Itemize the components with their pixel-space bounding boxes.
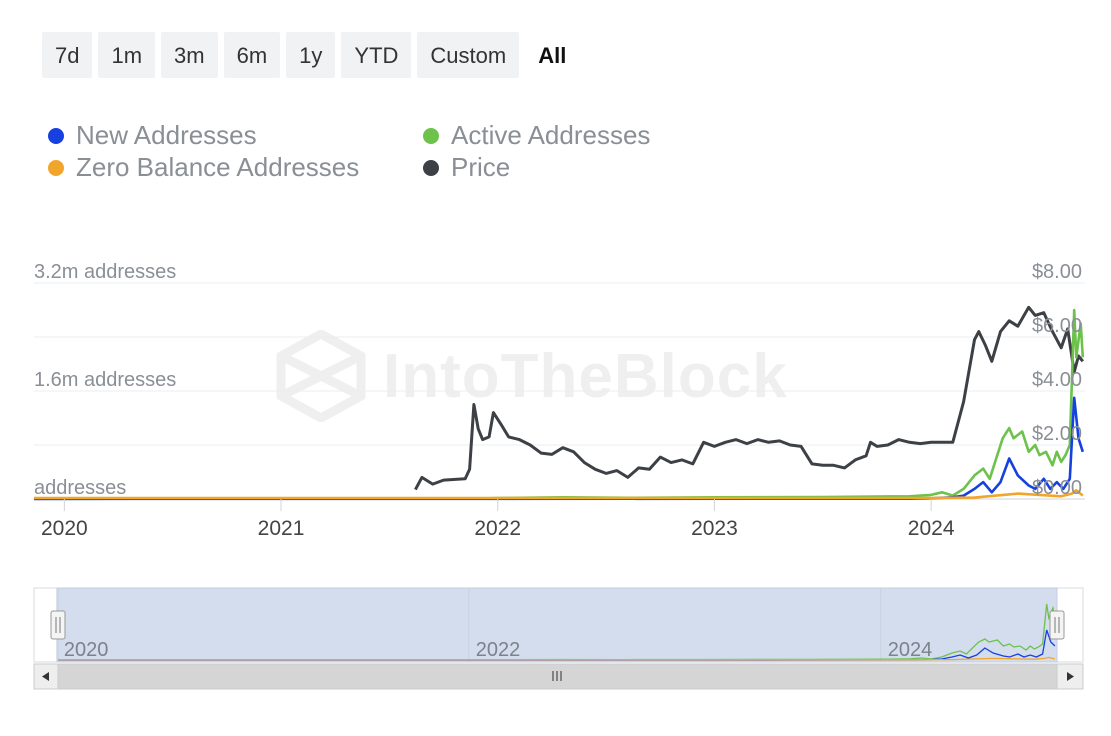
navigator-selection[interactable]: [57, 587, 1058, 663]
legend-dot-icon: [48, 127, 64, 144]
right-axis-label: $2.00: [1032, 423, 1082, 445]
navigator-label: 2024: [888, 639, 933, 661]
chevron-left-icon: [42, 672, 49, 681]
range-3m-button[interactable]: 3m: [161, 32, 218, 78]
series-line-new-addresses: [33, 396, 1085, 501]
x-tick-label: 2022: [474, 517, 521, 540]
legend-dot-icon: [423, 127, 439, 144]
legend-item-price[interactable]: Price: [423, 152, 510, 183]
navigator-series-line: [58, 656, 1056, 661]
series-lines: [33, 305, 1085, 501]
navigator-label: 2022: [476, 639, 521, 661]
range-1m-button[interactable]: 1m: [98, 32, 156, 78]
legend-label: New Addresses: [76, 120, 257, 150]
left-axis-label: 3.2m addresses: [34, 261, 176, 283]
legend-label: Price: [451, 152, 511, 182]
series-line-active-addresses: [33, 308, 1085, 500]
navigator-label: 2020: [64, 639, 109, 661]
navigator-left-handle[interactable]: [50, 610, 66, 640]
legend-dot-icon: [48, 159, 64, 176]
series-line-price: [414, 305, 1084, 491]
range-custom-button[interactable]: Custom: [417, 32, 520, 78]
legend-label: Zero Balance Addresses: [76, 152, 360, 182]
x-tick-label: 2020: [41, 517, 88, 540]
range-ytd-button[interactable]: YTD: [341, 32, 412, 78]
legend-item-new-addresses[interactable]: New Addresses: [48, 120, 257, 151]
series-line-zero-balance-addresses: [34, 488, 1084, 500]
navigator: 2020 2022 2024: [33, 587, 1084, 690]
right-axis-label: $6.00: [1032, 315, 1082, 337]
legend-label: Active Addresses: [451, 120, 651, 150]
x-tick-label: 2021: [258, 517, 305, 540]
legend-item-active-addresses[interactable]: Active Addresses: [423, 120, 650, 151]
range-all-button[interactable]: All: [538, 43, 567, 68]
axis-labels: 2020 2021 2022 2023 2024 addresses 1.6m addres…: [34, 261, 1082, 540]
navigator-frame: [33, 587, 1084, 663]
grid-lines: [34, 282, 1085, 500]
legend-dot-icon: [423, 159, 439, 176]
right-axis-label: $0.00: [1032, 477, 1082, 499]
legend-item-zero-balance-addresses[interactable]: Zero Balance Addresses: [48, 152, 359, 183]
range-6m-button[interactable]: 6m: [223, 32, 281, 78]
navigator-right-handle[interactable]: [1049, 610, 1065, 640]
range-1y-button[interactable]: 1y: [286, 32, 336, 78]
range-7d-button[interactable]: 7d: [42, 32, 93, 78]
scroll-right-button[interactable]: [1056, 663, 1084, 690]
x-tick-label: 2024: [908, 517, 955, 540]
x-tick-label: 2023: [691, 517, 738, 540]
left-axis-label: addresses: [34, 477, 126, 499]
right-axis-label: $4.00: [1032, 369, 1082, 391]
left-axis-label: 1.6m addresses: [34, 369, 176, 391]
right-axis-label: $8.00: [1032, 261, 1082, 283]
range-selector: 7d 1m 3m 6m 1y YTD Custom All: [42, 32, 579, 78]
chevron-right-icon: [1067, 672, 1074, 681]
